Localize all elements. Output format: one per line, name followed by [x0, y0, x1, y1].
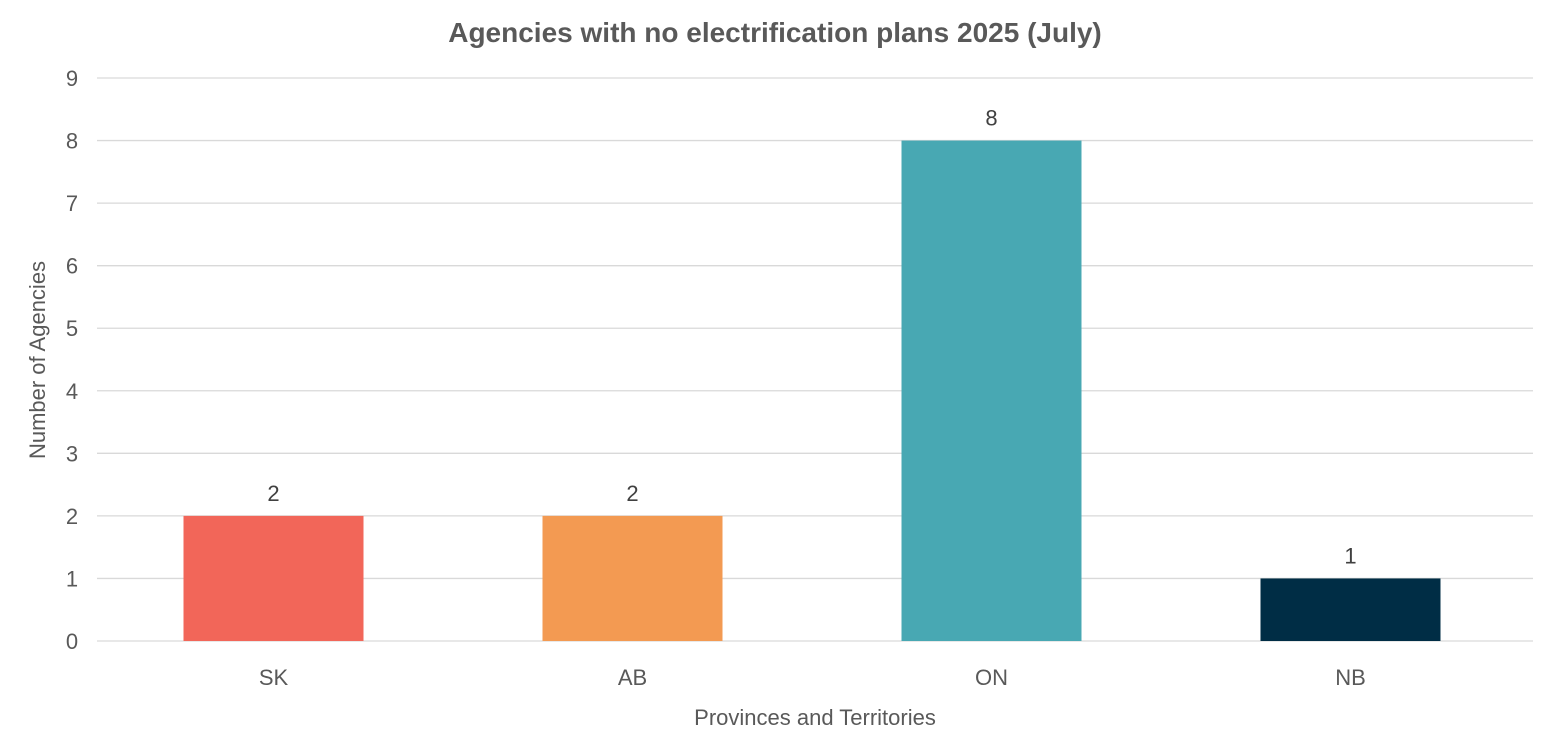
data-label-sk: 2 [267, 481, 279, 506]
y-tick-label: 6 [66, 254, 78, 279]
x-tick-label-on: ON [975, 665, 1008, 690]
x-axis-ticks: SK AB ON NB [259, 665, 1366, 690]
bar-nb [1260, 578, 1441, 641]
data-label-on: 8 [985, 106, 997, 131]
x-axis-title: Provinces and Territories [694, 705, 936, 730]
y-tick-label: 0 [66, 629, 78, 654]
chart-title: Agencies with no electrification plans 2… [448, 17, 1102, 48]
bar-sk [183, 515, 364, 641]
y-tick-label: 3 [66, 441, 78, 466]
x-tick-label-ab: AB [618, 665, 647, 690]
y-axis-title: Number of Agencies [25, 261, 50, 459]
data-labels: 2 2 8 1 [267, 106, 1356, 569]
y-tick-label: 5 [66, 316, 78, 341]
data-label-nb: 1 [1344, 543, 1356, 568]
y-tick-label: 7 [66, 191, 78, 216]
x-tick-label-nb: NB [1335, 665, 1366, 690]
bar-on [901, 140, 1082, 642]
y-axis-ticks: 0 1 2 3 4 5 6 7 8 9 [66, 66, 78, 654]
bar-ab [542, 515, 723, 641]
y-tick-label: 1 [66, 566, 78, 591]
y-tick-label: 9 [66, 66, 78, 91]
x-tick-label-sk: SK [259, 665, 289, 690]
data-label-ab: 2 [626, 481, 638, 506]
y-tick-label: 4 [66, 379, 78, 404]
bars [183, 140, 1441, 642]
y-tick-label: 8 [66, 129, 78, 154]
y-tick-label: 2 [66, 504, 78, 529]
